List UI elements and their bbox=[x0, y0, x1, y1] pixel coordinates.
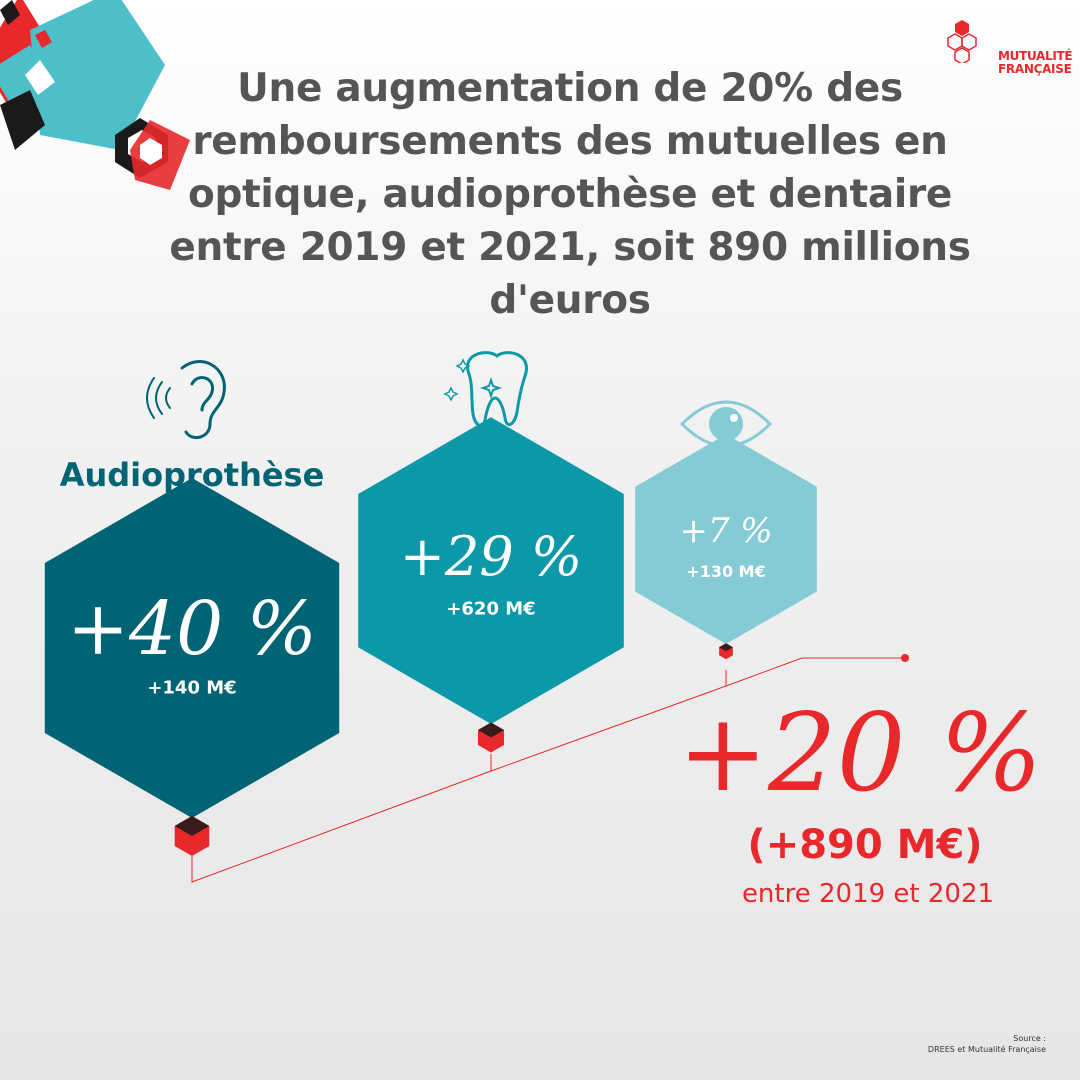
total-period-label: entre 2019 et 2021 bbox=[742, 879, 994, 909]
value-label: +29 % bbox=[400, 525, 582, 588]
value-label: +40 % bbox=[67, 586, 317, 672]
ear-icon bbox=[146, 360, 226, 440]
value-hexagon bbox=[358, 417, 624, 724]
value-hexagon bbox=[635, 434, 817, 644]
logo-text-line1: MUTUALITÉ bbox=[998, 49, 1073, 63]
tooth-outline bbox=[466, 351, 528, 428]
eye-icon bbox=[679, 400, 773, 448]
value-label: +7 % bbox=[679, 511, 772, 551]
total-value-label: +20 % bbox=[678, 691, 1043, 816]
ear-outline bbox=[180, 360, 226, 440]
logo-text-line2: FRANÇAISE bbox=[998, 62, 1072, 76]
eye-highlight bbox=[730, 414, 738, 422]
source-label: Source : bbox=[1013, 1034, 1046, 1043]
page-title: Une augmentation de 20% des remboursemen… bbox=[169, 66, 971, 323]
amount-label: +130 M€ bbox=[686, 562, 765, 581]
source-text: DREES et Mutualité Française bbox=[927, 1045, 1046, 1054]
sparkle-icon bbox=[443, 386, 459, 402]
sparkle-icon bbox=[479, 376, 503, 400]
amount-label: +620 M€ bbox=[446, 599, 535, 620]
sparkle-icon bbox=[455, 358, 471, 374]
sound-waves bbox=[146, 377, 171, 419]
eye-outline bbox=[679, 400, 773, 448]
amount-label: +140 M€ bbox=[147, 678, 236, 699]
ear-inner bbox=[190, 376, 215, 412]
connector-line bbox=[191, 657, 905, 883]
value-hexagon bbox=[44, 478, 340, 818]
anchor-cube-top bbox=[477, 722, 505, 738]
anchor-cube-top bbox=[719, 643, 733, 652]
logo-hexagon-icon bbox=[947, 20, 977, 63]
mutualite-francaise-logo: MUTUALITÉ FRANÇAISE bbox=[947, 18, 1073, 98]
total-amount-label: (+890 M€) bbox=[747, 822, 982, 868]
connector-end-dot bbox=[901, 654, 909, 662]
tooth-icon bbox=[443, 351, 528, 428]
decorative-hexagons bbox=[0, 0, 190, 190]
source-note: Source : DREES et Mutualité Française bbox=[928, 1033, 1046, 1055]
anchor-cube-top bbox=[174, 816, 210, 836]
